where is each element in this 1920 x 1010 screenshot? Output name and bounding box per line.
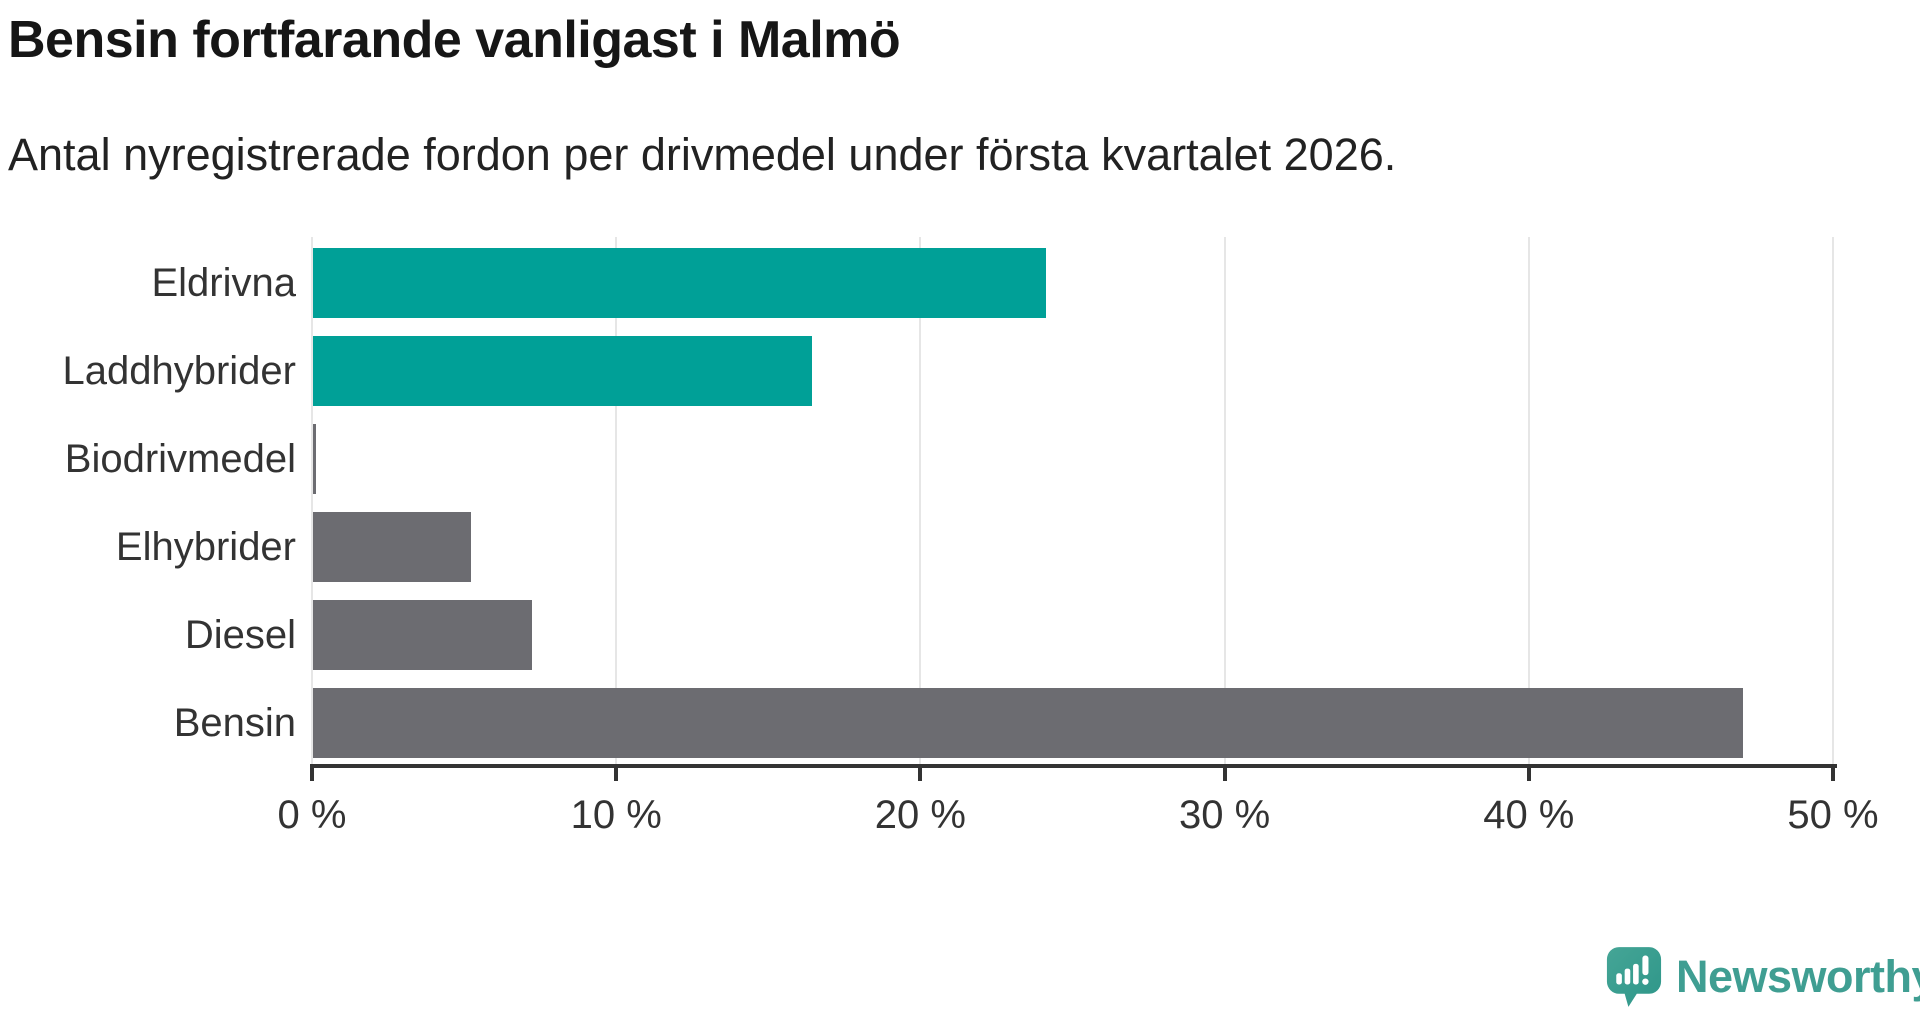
newsworthy-logo: Newsworthy xyxy=(1606,946,1920,1008)
x-axis-tick-40 xyxy=(1526,764,1531,781)
category-label-eldrivna: Eldrivna xyxy=(151,261,296,305)
bar-bensin xyxy=(313,688,1743,758)
x-tick-label-40: 40 % xyxy=(1483,793,1575,837)
category-label-laddhybrider: Laddhybrider xyxy=(62,349,297,393)
bar-laddhybrider xyxy=(313,336,812,406)
x-tick-label-0: 0 % xyxy=(277,793,347,837)
category-label-diesel: Diesel xyxy=(184,613,296,657)
category-label-bensin: Bensin xyxy=(173,701,296,745)
gridline-0 xyxy=(311,237,313,766)
gridline-30 xyxy=(1223,237,1226,766)
chart-title: Bensin fortfarande vanligast i Malmö xyxy=(8,11,901,69)
category-label-elhybrider: Elhybrider xyxy=(115,525,296,569)
x-tick-label-10: 10 % xyxy=(570,793,662,837)
bar-diesel xyxy=(313,600,533,670)
x-tick-label-20: 20 % xyxy=(874,793,966,837)
x-axis-tick-20 xyxy=(918,764,923,781)
category-label-biodrivmedel: Biodrivmedel xyxy=(64,437,296,481)
x-axis-tick-30 xyxy=(1222,764,1227,781)
x-tick-label-30: 30 % xyxy=(1179,793,1271,837)
gridline-20 xyxy=(919,237,922,766)
bar-elhybrider xyxy=(313,512,472,582)
chart-subtitle: Antal nyregistrerade fordon per drivmede… xyxy=(8,129,1397,180)
x-axis-tick-10 xyxy=(614,764,619,781)
x-axis-line xyxy=(310,764,1837,768)
x-axis-tick-0 xyxy=(310,764,314,781)
gridline-40 xyxy=(1527,237,1530,766)
newsworthy-bubble-chart-icon xyxy=(1606,946,1662,1008)
gridline-10 xyxy=(615,237,618,766)
bar-eldrivna xyxy=(313,248,1047,318)
x-tick-label-50: 50 % xyxy=(1787,793,1879,837)
x-axis-tick-50 xyxy=(1831,764,1835,781)
bar-biodrivmedel xyxy=(313,424,317,494)
newsworthy-logo-text: Newsworthy xyxy=(1676,951,1920,1002)
gridline-50 xyxy=(1832,237,1834,766)
